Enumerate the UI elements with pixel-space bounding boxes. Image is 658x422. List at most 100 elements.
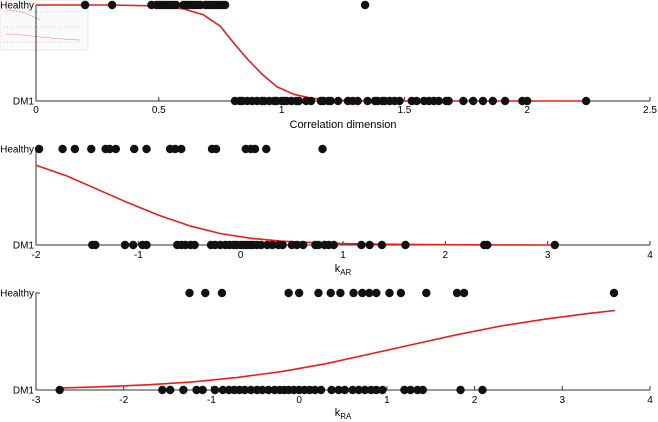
dm1-point <box>55 385 64 395</box>
dm1-point <box>483 240 492 250</box>
dm1-point <box>218 385 228 395</box>
dm1-point <box>268 240 277 250</box>
dm1-point <box>294 96 303 106</box>
dm1-point <box>327 385 336 395</box>
healthy-point <box>185 288 194 298</box>
dm1-point <box>478 96 488 106</box>
dm1-point <box>372 385 381 395</box>
x-tick-label: 0 <box>238 250 244 261</box>
dm1-point <box>198 385 207 395</box>
healthy-point <box>80 0 90 10</box>
healthy-point <box>284 288 293 298</box>
dm1-point <box>377 240 387 250</box>
x-tick-label: 2 <box>443 250 449 261</box>
dm1-point <box>258 385 267 395</box>
x-tick-label: -1 <box>207 395 216 406</box>
dm1-point <box>468 96 478 106</box>
healthy-point <box>58 144 67 154</box>
x-tick-label: -3 <box>32 395 41 406</box>
healthy-point <box>452 288 462 298</box>
dm1-point <box>360 385 370 395</box>
dm1-point <box>142 240 151 250</box>
panel-3: -3 -2 -1 0 1 2 3 4 DM1 Healthy kRA <box>0 289 653 422</box>
y-tick-label-healthy: Healthy <box>0 1 34 12</box>
x-tick-label: 4 <box>647 250 653 261</box>
healthy-point <box>177 144 186 154</box>
x-axis-label: kRA <box>335 407 352 421</box>
inset-curve <box>5 9 41 21</box>
dm1-point <box>264 385 273 395</box>
dm1-point <box>354 385 363 395</box>
healthy-point <box>336 288 345 298</box>
healthy-point <box>365 288 374 298</box>
dm1-point <box>240 385 249 395</box>
healthy-point <box>171 0 181 10</box>
dm1-point <box>459 96 468 106</box>
healthy-point <box>250 144 260 154</box>
healthy-point <box>201 288 210 298</box>
healthy-point <box>111 144 121 154</box>
dm1-point <box>550 240 560 250</box>
x-tick-label: 0 <box>296 395 302 406</box>
dm1-point <box>378 385 387 395</box>
dm1-point <box>314 240 323 250</box>
dm1-point <box>210 385 220 395</box>
dm1-point <box>401 240 410 250</box>
x-tick-label: 3 <box>545 250 551 261</box>
dm1-point <box>523 96 532 106</box>
dm1-point <box>310 385 320 395</box>
x-tick-label: 4 <box>647 395 653 406</box>
dm1-point <box>166 385 175 395</box>
inset-curve <box>5 33 81 41</box>
dm1-point <box>348 385 357 395</box>
dm1-point <box>406 385 415 395</box>
x-axis-label: kAR <box>335 263 352 277</box>
x-tick-label: 1 <box>384 395 390 406</box>
x-axis-label: Correlation dimension <box>290 119 397 131</box>
dm1-point <box>316 385 326 395</box>
fit-curve <box>35 164 553 246</box>
x-tick-label: 0.5 <box>152 105 166 116</box>
healthy-point <box>385 288 394 298</box>
healthy-point <box>105 144 114 154</box>
y-tick-label-dm1: DM1 <box>13 241 35 252</box>
healthy-point <box>70 144 80 154</box>
x-tick-label: 1 <box>340 250 346 261</box>
inset-thumbnail <box>0 0 89 51</box>
dm1-point <box>434 96 443 106</box>
healthy-point <box>372 288 381 298</box>
x-tick-label: 2 <box>524 105 530 116</box>
fit-curve <box>59 309 615 389</box>
healthy-point <box>107 0 117 10</box>
dm1-point <box>418 385 428 395</box>
healthy-point <box>262 144 271 154</box>
healthy-point <box>314 288 323 298</box>
fit-curve <box>36 4 587 102</box>
panel-2: -2 -1 0 1 2 3 4 DM1 Healthy kAR <box>0 145 653 278</box>
healthy-point <box>294 288 304 298</box>
dm1-point <box>190 240 199 250</box>
dm1-point <box>412 96 421 106</box>
healthy-point <box>130 144 139 154</box>
dm1-point <box>120 240 130 250</box>
dm1-point <box>444 96 453 106</box>
healthy-point <box>87 144 96 154</box>
dm1-point <box>326 96 335 106</box>
x-tick-label: 2.5 <box>643 105 657 116</box>
healthy-point <box>211 144 221 154</box>
dm1-point <box>278 240 287 250</box>
x-tick-label: 1.5 <box>397 105 411 116</box>
dm1-point <box>581 96 591 106</box>
dm1-point <box>334 385 343 395</box>
healthy-point <box>396 288 406 298</box>
dm1-point <box>179 385 188 395</box>
x-tick-label: 0 <box>33 105 39 116</box>
healthy-point <box>349 288 358 298</box>
dm1-point <box>192 385 201 395</box>
dm1-point <box>246 385 256 395</box>
x-tick-label: 2 <box>472 395 478 406</box>
healthy-point <box>422 288 431 298</box>
dm1-point <box>91 240 100 250</box>
